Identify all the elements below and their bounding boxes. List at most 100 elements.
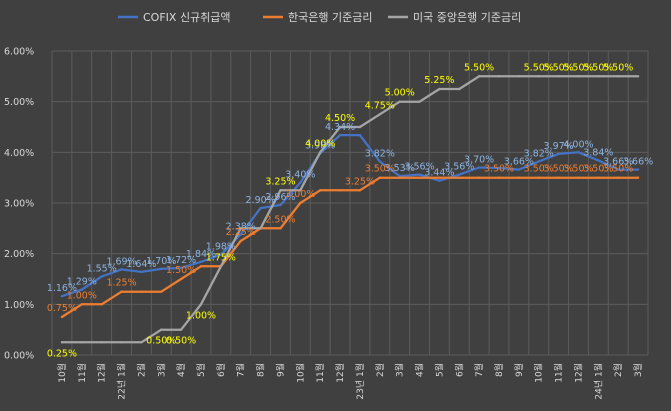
x-tick-label: 6월 (453, 363, 465, 377)
data-point (537, 75, 540, 78)
x-tick-label: 8월 (255, 363, 267, 377)
x-tick-label: 5월 (195, 363, 207, 377)
x-tick-label: 4월 (414, 363, 426, 377)
data-label: 5.50% (563, 62, 593, 73)
x-tick-label: 3월 (632, 363, 644, 377)
x-tick-label: 9월 (274, 363, 286, 377)
data-label: 5.50% (603, 62, 633, 73)
data-point (179, 328, 183, 331)
data-point (378, 160, 381, 163)
x-tick-label: 23년 1월 (354, 363, 366, 400)
data-point (378, 176, 381, 179)
x-tick-label: 9월 (513, 363, 525, 377)
y-tick-label: 2.00% (4, 249, 34, 260)
x-tick-label: 12월 (572, 363, 584, 383)
data-point (120, 268, 123, 271)
data-label: 3.70% (464, 155, 494, 166)
data-point (100, 341, 103, 344)
data-point (199, 265, 203, 268)
data-point (80, 303, 84, 306)
data-point (497, 75, 501, 78)
data-point (438, 87, 441, 91)
data-point (299, 189, 302, 192)
x-tick-label: 6월 (215, 363, 227, 377)
x-tick-label: 8월 (493, 363, 505, 377)
data-point (80, 288, 84, 291)
data-point (477, 75, 481, 78)
data-label: 3.82% (365, 148, 395, 159)
data-label: 1.25% (106, 278, 136, 289)
data-label: 5.25% (424, 75, 454, 86)
data-label: 5.50% (464, 62, 494, 73)
y-tick-label: 3.00% (4, 199, 34, 210)
data-label: 3.50% (563, 164, 593, 175)
data-label: 3.50% (524, 164, 554, 175)
data-label: 5.50% (544, 62, 574, 73)
data-label: 3.25% (345, 176, 375, 187)
data-point (577, 176, 580, 179)
data-label: 2.90% (246, 195, 276, 206)
data-label: 3.56% (404, 162, 434, 173)
y-tick-label: 0.00% (4, 351, 34, 362)
x-tick-label: 11월 (553, 363, 565, 383)
data-point (358, 189, 362, 192)
data-point (557, 75, 560, 78)
data-point (120, 290, 123, 293)
data-label: 2.25% (226, 227, 256, 238)
data-point (597, 176, 600, 179)
data-label: 1.00% (186, 310, 216, 321)
data-point (636, 75, 640, 78)
data-label: 3.82% (524, 148, 554, 159)
data-label: 3.66% (603, 157, 633, 168)
series-layer (60, 75, 640, 344)
x-tick-label: 24년 1월 (592, 363, 604, 400)
data-label: 0.75% (47, 303, 77, 314)
data-point (398, 100, 401, 103)
data-point (617, 176, 620, 179)
data-label: 3.25% (265, 176, 295, 187)
x-tick-label: 2월 (374, 363, 386, 377)
data-point (398, 176, 401, 179)
data-label: 3.53% (385, 163, 415, 174)
data-label: 1.70% (146, 256, 176, 267)
data-point (259, 227, 262, 230)
data-point (100, 275, 103, 278)
data-label: 3.50% (603, 164, 633, 175)
data-point (617, 75, 620, 78)
data-label: 3.50% (583, 164, 613, 175)
data-point (338, 133, 342, 137)
data-label: 3.84% (583, 147, 613, 158)
data-point (497, 166, 501, 170)
data-point (239, 233, 242, 236)
x-tick-label: 3월 (394, 363, 406, 377)
data-label: 3.40% (285, 170, 315, 181)
data-label: 3.50% (365, 164, 395, 175)
data-point (617, 168, 620, 171)
y-tick-label: 6.00% (4, 47, 34, 58)
axis-layer: 0.00% 1.00% 2.00% 3.00% 4.00% 5.00% 6.00% 10월 11… (4, 47, 644, 400)
data-point (179, 277, 183, 281)
x-tick-label: 3월 (155, 363, 167, 377)
data-label: 2.38% (226, 221, 256, 232)
x-tick-label: 12월 (334, 363, 346, 383)
data-point (199, 260, 203, 263)
data-point (100, 303, 103, 306)
x-tick-label: 10월 (294, 363, 306, 383)
x-tick-label: 5월 (433, 363, 445, 377)
data-label: 1.64% (126, 259, 156, 270)
data-point (597, 75, 600, 78)
data-label: 1.72% (166, 255, 196, 266)
data-point (319, 151, 322, 154)
data-point (299, 201, 302, 205)
data-point (418, 100, 421, 103)
data-point (219, 265, 223, 268)
data-point (160, 290, 163, 293)
data-label: 3.50% (544, 164, 574, 175)
data-label: 1.50% (166, 265, 196, 276)
data-label: 1.55% (87, 263, 117, 274)
x-tick-label: 2월 (612, 363, 624, 377)
data-label: 3.00% (285, 189, 315, 200)
data-point (120, 341, 123, 344)
data-point (358, 133, 362, 137)
